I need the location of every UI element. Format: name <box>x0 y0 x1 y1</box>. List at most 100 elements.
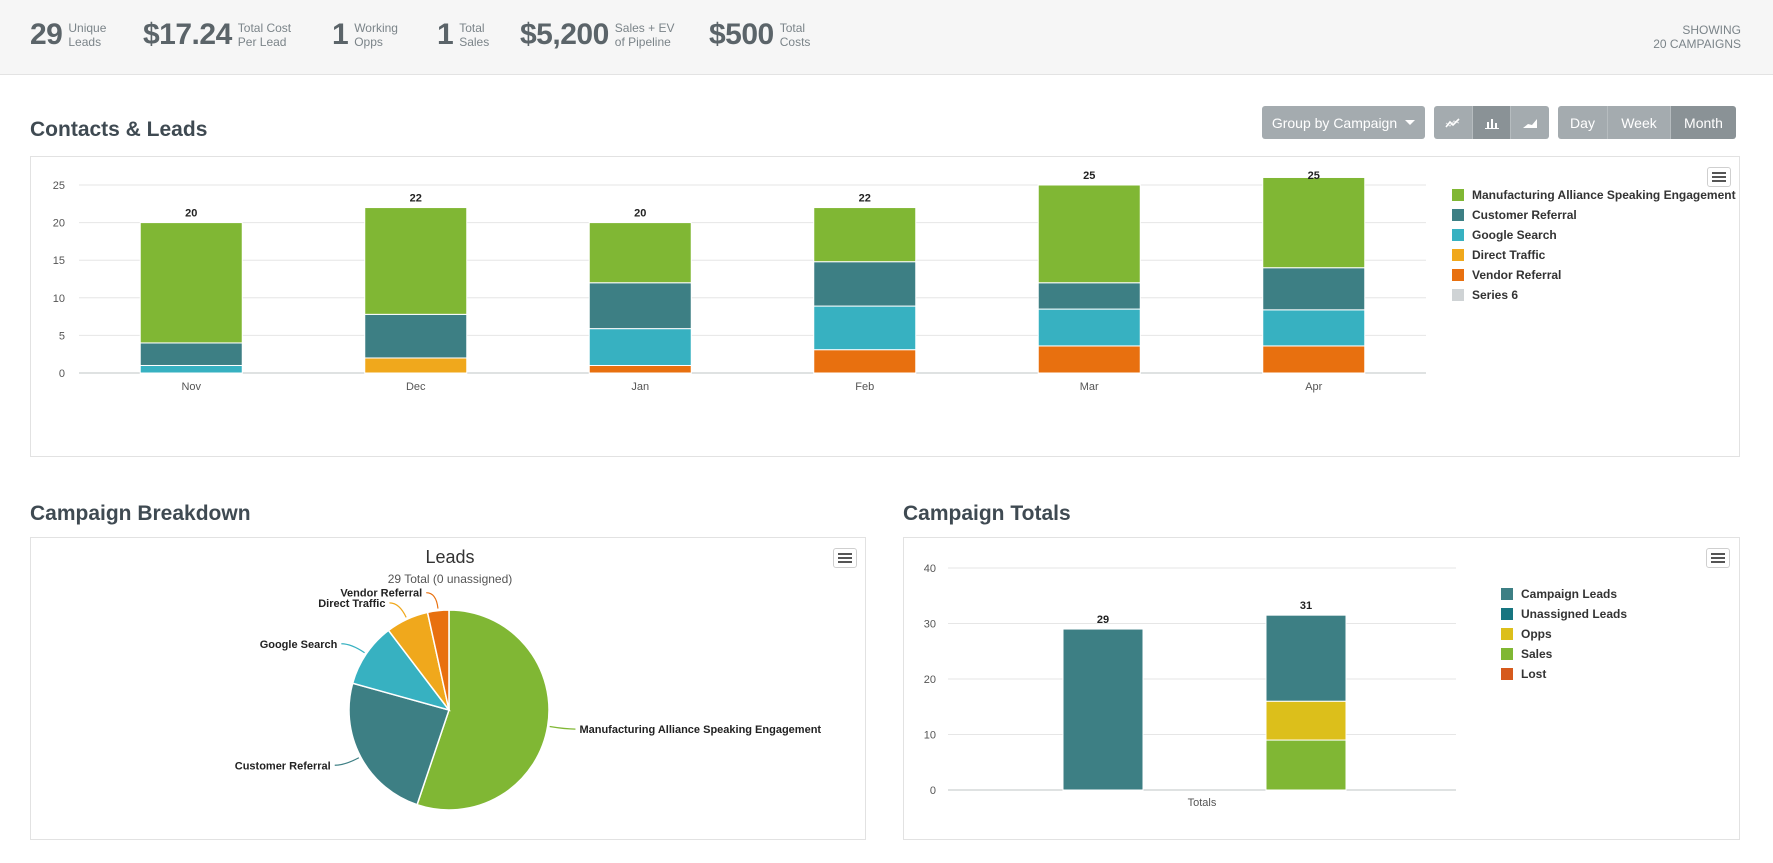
period-week-button[interactable]: Week <box>1608 106 1671 139</box>
pie-slice <box>426 609 450 711</box>
legend-label: Manufacturing Alliance Speaking Engageme… <box>1472 188 1736 202</box>
data-label: 22 <box>859 193 871 205</box>
bar-segment <box>588 328 692 366</box>
campaign-count: SHOWING 20 CAMPAIGNS <box>1653 23 1741 51</box>
stat-value: $5,200 <box>520 18 609 51</box>
legend-label: Direct Traffic <box>1472 248 1546 262</box>
stat-working-opps: 1 Working Opps <box>332 18 424 52</box>
campaign-totals-legend: Campaign Leads Unassigned Leads Opps Sales L… <box>1501 584 1627 684</box>
period-month-button[interactable]: Month <box>1671 106 1736 139</box>
legend-label: Google Search <box>1472 228 1557 242</box>
stats-bar: 29 Unique Leads $17.24 Total Cost Per Lead… <box>0 0 1773 75</box>
stat-cost-per-lead: $17.24 Total Cost Per Lead <box>143 18 308 52</box>
contacts-leads-legend: Manufacturing Alliance Speaking Engageme… <box>1452 185 1736 305</box>
legend-swatch <box>1452 229 1464 241</box>
bar-segment <box>1262 176 1366 269</box>
stat-total-sales: 1 Total Sales <box>437 18 529 52</box>
bar-chart-icon[interactable] <box>1473 106 1511 139</box>
y-tick-label: 0 <box>59 368 65 380</box>
line-chart-icon[interactable] <box>1434 106 1473 139</box>
bar-segment <box>1037 184 1141 284</box>
legend-label: Sales <box>1521 647 1553 661</box>
pie-connector <box>389 602 407 618</box>
legend-swatch <box>1452 189 1464 201</box>
y-tick-label: 10 <box>924 730 936 742</box>
stat-pipeline: $5,200 Sales + EV of Pipeline <box>520 18 685 52</box>
pie-connector <box>426 592 439 609</box>
y-tick-label: 5 <box>59 330 65 342</box>
legend-swatch <box>1501 588 1513 600</box>
y-tick-label: 40 <box>924 563 936 575</box>
bar-segment <box>813 349 917 374</box>
campaign-totals-chart: 0 10 20 30 40 29 31 Totals <box>924 563 1456 809</box>
stat-value: 29 <box>30 18 63 51</box>
chart-menu-icon[interactable] <box>1707 167 1731 187</box>
stat-value: $500 <box>709 18 774 51</box>
period-day-button[interactable]: Day <box>1558 106 1608 139</box>
bar-segment <box>364 207 468 315</box>
chart-subtitle: 29 Total (0 unassigned) <box>388 572 513 586</box>
bar-segment <box>1265 700 1347 741</box>
campaign-breakdown-panel: Leads 29 Total (0 unassigned) Manufacturin… <box>30 537 866 840</box>
bar-segment <box>1037 282 1141 310</box>
bar-segment <box>1037 345 1141 374</box>
legend-swatch <box>1452 249 1464 261</box>
y-tick-label: 10 <box>53 293 65 305</box>
chart-title: Leads <box>425 547 474 567</box>
pie-label: Customer Referral <box>235 760 331 772</box>
x-tick-label: Nov <box>181 381 201 393</box>
legend-item[interactable]: Customer Referral <box>1452 205 1736 225</box>
stat-label: Total Costs <box>779 21 811 49</box>
legend-label: Vendor Referral <box>1472 268 1562 282</box>
pie-slice <box>416 609 550 811</box>
legend-item[interactable]: Sales <box>1501 644 1627 664</box>
chart-menu-icon[interactable] <box>833 548 857 568</box>
area-chart-icon[interactable] <box>1511 106 1549 139</box>
bar-segment <box>364 313 468 359</box>
bar-segment <box>1265 739 1347 791</box>
legend-item[interactable]: Lost <box>1501 664 1627 684</box>
legend-item[interactable]: Campaign Leads <box>1501 584 1627 604</box>
contacts-leads-title: Contacts & Leads <box>30 118 208 141</box>
x-tick-label: Apr <box>1305 381 1322 393</box>
stat-label: Sales + EV of Pipeline <box>614 21 675 49</box>
bar-segment <box>364 357 468 374</box>
bar-segment <box>1262 267 1366 311</box>
data-label: 29 <box>1097 614 1109 626</box>
legend-label: Customer Referral <box>1472 208 1577 222</box>
bar-segment <box>813 305 917 351</box>
data-label: 25 <box>1308 170 1320 182</box>
bar-segment <box>813 207 917 263</box>
legend-item[interactable]: Series 6 <box>1452 285 1736 305</box>
legend-item[interactable]: Opps <box>1501 624 1627 644</box>
legend-item[interactable]: Vendor Referral <box>1452 265 1736 285</box>
pie-connector <box>549 725 576 730</box>
legend-item[interactable]: Google Search <box>1452 225 1736 245</box>
bar-segment <box>1037 308 1141 347</box>
bar-segment <box>813 261 917 307</box>
legend-item[interactable]: Unassigned Leads <box>1501 604 1627 624</box>
legend-swatch <box>1501 648 1513 660</box>
y-tick-label: 25 <box>53 180 65 192</box>
legend-label: Unassigned Leads <box>1521 607 1628 621</box>
data-label: 25 <box>1083 170 1095 182</box>
legend-item[interactable]: Manufacturing Alliance Speaking Engageme… <box>1452 185 1736 205</box>
contacts-leads-chart: 0 5 10 15 20 25 20 Nov 22 Dec 20 Jan 22 Feb 25 Mar 25 Apr <box>53 170 1426 393</box>
x-tick-label: Feb <box>855 381 874 393</box>
caret-down-icon <box>1405 120 1416 125</box>
bar-segment <box>1262 309 1366 347</box>
legend-label: Lost <box>1521 667 1547 681</box>
data-label: 31 <box>1300 600 1312 612</box>
campaign-totals-title: Campaign Totals <box>903 502 1071 525</box>
data-label: 20 <box>185 208 197 220</box>
bar-segment <box>1062 628 1144 791</box>
y-tick-label: 20 <box>53 218 65 230</box>
group-by-dropdown[interactable]: Group by Campaign <box>1262 106 1425 139</box>
legend-item[interactable]: Direct Traffic <box>1452 245 1736 265</box>
bar-segment <box>139 222 243 344</box>
pie-label: Manufacturing Alliance Speaking Engageme… <box>579 724 821 736</box>
stat-label: Total Cost Per Lead <box>237 21 292 49</box>
chart-menu-icon[interactable] <box>1706 548 1730 568</box>
legend-label: Campaign Leads <box>1521 587 1618 601</box>
bar-segment <box>588 364 692 374</box>
